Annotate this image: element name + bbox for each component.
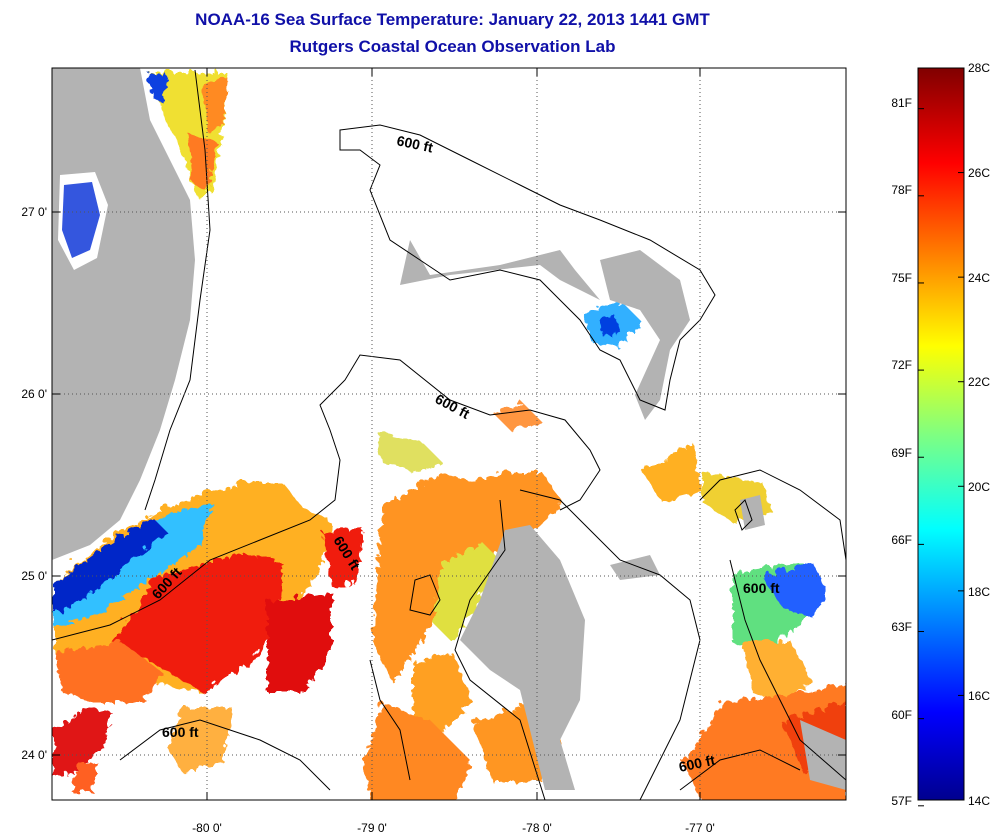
colorbar-label-f: 57F xyxy=(891,794,912,808)
lon-label: -80 0' xyxy=(192,821,222,835)
colorbar-label-f: 75F xyxy=(891,271,912,285)
lat-label: 27 0' xyxy=(21,205,47,219)
colorbar-label-f: 78F xyxy=(891,183,912,197)
lon-label: -77 0' xyxy=(685,821,715,835)
lon-label: -78 0' xyxy=(522,821,552,835)
colorbar-label-f: 66F xyxy=(891,533,912,547)
colorbar-label-c: 24C xyxy=(968,271,991,285)
colorbar-label-c: 18C xyxy=(968,585,991,599)
colorbar-label-c: 26C xyxy=(968,166,991,180)
colorbar-label-f: 72F xyxy=(891,358,912,372)
lat-label: 25 0' xyxy=(21,569,47,583)
colorbar xyxy=(917,67,965,801)
contour-label: 600 ft xyxy=(395,132,434,155)
lon-label: -79 0' xyxy=(357,821,387,835)
colorbar-ticks xyxy=(918,67,964,807)
colorbar-label-c: 28C xyxy=(968,61,991,75)
map-content xyxy=(52,68,846,800)
colorbar-label-c: 14C xyxy=(968,794,991,808)
lat-label: 24 0' xyxy=(21,748,47,762)
colorbar-label-f: 81F xyxy=(891,96,912,110)
graticule xyxy=(52,68,846,800)
map-title: NOAA-16 Sea Surface Temperature: January… xyxy=(195,10,710,29)
map-frame xyxy=(51,67,847,801)
colorbar-label-c: 22C xyxy=(968,375,991,389)
colorbar-label-f: 60F xyxy=(891,708,912,722)
colorbar-label-f: 63F xyxy=(891,620,912,634)
contour-label: 600 ft xyxy=(677,752,716,775)
colorbar-label-f: 69F xyxy=(891,446,912,460)
sst-patches xyxy=(52,70,846,800)
contour-label: 600 ft xyxy=(743,580,780,596)
depth-contours xyxy=(52,69,846,800)
map-subtitle: Rutgers Coastal Ocean Observation Lab xyxy=(289,37,616,56)
colorbar-label-c: 16C xyxy=(968,689,991,703)
contour-label: 600 ft xyxy=(162,724,199,740)
lat-label: 26 0' xyxy=(21,387,47,401)
tick-marks xyxy=(52,68,846,800)
colorbar-label-c: 20C xyxy=(968,480,991,494)
